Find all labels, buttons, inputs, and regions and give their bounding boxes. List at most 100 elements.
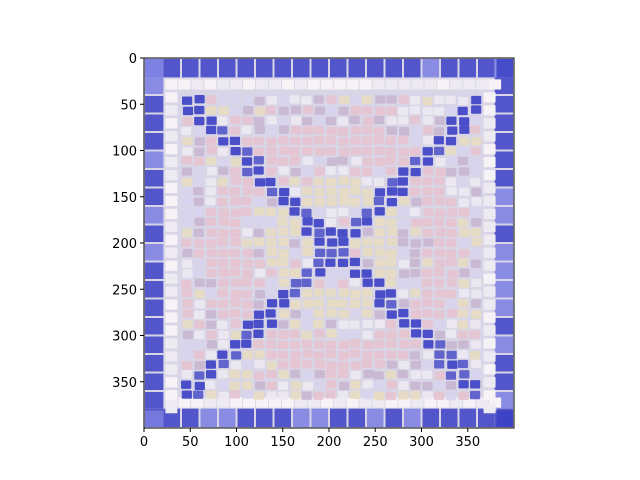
mosaic-tile bbox=[375, 268, 386, 278]
mosaic-tile bbox=[422, 177, 433, 186]
band-tile bbox=[165, 338, 178, 349]
mosaic-tile bbox=[435, 167, 446, 177]
mosaic-tile bbox=[217, 320, 228, 330]
mosaic-tile bbox=[434, 95, 445, 104]
mosaic-tile bbox=[254, 268, 266, 278]
mosaic-tile bbox=[229, 268, 240, 277]
mosaic-tile bbox=[398, 147, 409, 157]
border-tile bbox=[494, 262, 513, 279]
band-tile bbox=[165, 144, 178, 155]
band-tile bbox=[483, 170, 496, 181]
mosaic-tile bbox=[218, 299, 229, 309]
mosaic-tile bbox=[265, 126, 276, 135]
mosaic-tile bbox=[374, 167, 385, 177]
mosaic-tile bbox=[290, 390, 301, 400]
mosaic-tile bbox=[433, 107, 445, 116]
mosaic-tile bbox=[399, 360, 410, 370]
mosaic-tile bbox=[339, 196, 350, 206]
mosaic-tile bbox=[399, 247, 410, 257]
mosaic-tile bbox=[217, 186, 228, 195]
mosaic-tile bbox=[193, 268, 204, 277]
mosaic-tile bbox=[470, 227, 481, 237]
border-tile bbox=[494, 355, 513, 372]
mosaic-tile bbox=[290, 197, 301, 207]
mosaic-tile bbox=[182, 330, 194, 339]
border-tile bbox=[404, 408, 421, 427]
mosaic-tile bbox=[253, 166, 264, 175]
mosaic-tile bbox=[337, 391, 349, 400]
mosaic-tile bbox=[278, 309, 290, 319]
mosaic-tile bbox=[278, 381, 289, 390]
mosaic-tile bbox=[302, 167, 313, 177]
mosaic-tile bbox=[229, 95, 241, 104]
mosaic-tile bbox=[265, 340, 277, 349]
mosaic-tile bbox=[445, 105, 457, 114]
mosaic-tile bbox=[266, 96, 277, 105]
mosaic-tile bbox=[434, 360, 445, 369]
mosaic-tile bbox=[374, 188, 386, 197]
mosaic-tile bbox=[386, 300, 397, 309]
band-tile bbox=[268, 397, 281, 408]
mosaic-tile bbox=[361, 359, 373, 369]
mosaic-tile bbox=[194, 350, 205, 360]
mosaic-tile bbox=[471, 278, 482, 288]
mosaic-tile bbox=[230, 319, 241, 328]
band-tile bbox=[411, 79, 424, 90]
mosaic-tile bbox=[457, 330, 468, 339]
mosaic-tile bbox=[181, 280, 192, 289]
mosaic-tile bbox=[278, 106, 289, 115]
band-tile bbox=[217, 79, 230, 90]
mosaic-tile bbox=[229, 136, 241, 146]
mosaic-tile bbox=[410, 370, 422, 379]
mosaic-tile bbox=[194, 361, 205, 370]
mosaic-tile bbox=[471, 105, 482, 114]
mosaic-tile bbox=[218, 106, 229, 115]
mosaic-tile bbox=[422, 298, 433, 308]
mosaic-tile bbox=[459, 167, 470, 176]
mosaic-tile bbox=[254, 178, 266, 187]
mosaic-tile bbox=[410, 391, 421, 400]
mosaic-tile bbox=[422, 126, 434, 135]
mosaic-tile bbox=[445, 249, 456, 258]
mosaic-tile bbox=[230, 237, 241, 247]
mosaic-tile bbox=[218, 330, 229, 339]
mosaic-tile bbox=[241, 278, 252, 287]
mosaic-tile bbox=[206, 116, 217, 125]
mosaic-tile bbox=[375, 217, 386, 227]
mosaic-tile bbox=[398, 207, 409, 216]
mosaic-tile bbox=[434, 116, 446, 125]
mosaic-tile bbox=[314, 370, 325, 379]
band-tile bbox=[424, 79, 437, 90]
mosaic-tile bbox=[398, 218, 410, 227]
mosaic-tile bbox=[194, 116, 205, 126]
mosaic-tile bbox=[266, 369, 277, 379]
band-tile bbox=[483, 131, 496, 142]
border-tile bbox=[348, 59, 365, 78]
mosaic-tile bbox=[303, 371, 314, 380]
border-tile bbox=[494, 299, 513, 316]
mosaic-tile bbox=[361, 309, 373, 318]
mosaic-tile bbox=[194, 105, 205, 115]
mosaic-tile bbox=[410, 136, 421, 145]
mosaic-tile bbox=[339, 95, 350, 105]
mosaic-tile bbox=[422, 228, 433, 238]
mosaic-tile bbox=[193, 197, 204, 206]
mosaic-tile bbox=[265, 177, 276, 187]
mosaic-tile bbox=[385, 320, 397, 329]
mosaic-tile bbox=[266, 391, 277, 400]
mosaic-tile bbox=[385, 289, 396, 298]
border-tile bbox=[145, 96, 164, 113]
mosaic-tile bbox=[265, 217, 277, 226]
mosaic-tile bbox=[326, 127, 337, 136]
border-tile bbox=[145, 244, 164, 261]
mosaic-tile bbox=[266, 278, 277, 287]
mosaic-tile bbox=[243, 106, 254, 115]
mosaic-tile bbox=[386, 106, 397, 116]
band-tile bbox=[191, 397, 204, 408]
mosaic-tile bbox=[302, 247, 313, 256]
mosaic-tile bbox=[231, 208, 242, 218]
mosaic-tile bbox=[302, 136, 313, 146]
mosaic-tile bbox=[469, 330, 480, 339]
mosaic-tile bbox=[314, 340, 325, 349]
mosaic-tile bbox=[446, 186, 457, 196]
